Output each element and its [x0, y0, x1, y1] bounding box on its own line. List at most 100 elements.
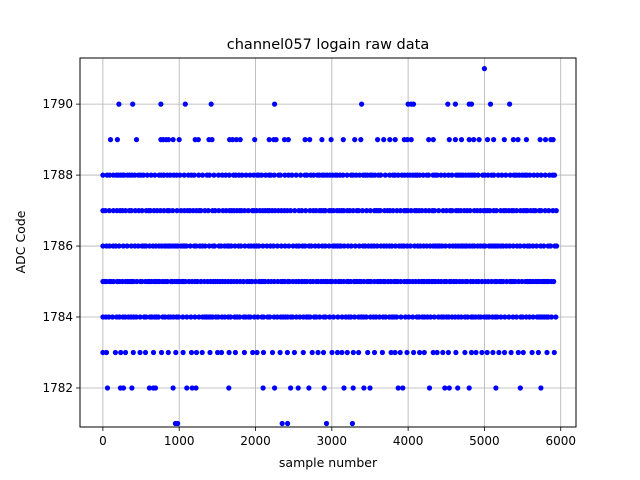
chart-title: channel057 logain raw data — [227, 37, 429, 53]
data-point — [155, 314, 162, 320]
data-point — [272, 101, 278, 107]
data-point — [239, 172, 245, 178]
data-point — [372, 172, 378, 178]
data-point — [322, 243, 328, 249]
data-point — [482, 243, 488, 249]
data-point — [137, 349, 143, 356]
data-point — [103, 349, 110, 356]
plot-frame — [79, 57, 577, 428]
data-point — [400, 385, 406, 391]
data-point — [232, 243, 238, 249]
data-point — [344, 172, 350, 178]
data-point — [493, 385, 499, 391]
data-point — [404, 137, 410, 143]
y-tick-label: 1782 — [42, 381, 73, 395]
grid-layer — [80, 58, 576, 427]
tick-layer: 0 1000 2000 3000 4000 5000 6000 1782 1784 1786 178… — [42, 97, 576, 448]
data-point — [152, 385, 159, 391]
data-point — [529, 349, 535, 356]
data-point — [496, 349, 502, 356]
data-point — [215, 172, 222, 178]
data-point — [542, 208, 548, 214]
data-point — [334, 349, 341, 356]
data-point — [142, 349, 149, 356]
data-point — [144, 172, 150, 178]
data-point — [273, 137, 279, 143]
data-point — [434, 172, 440, 178]
data-point — [419, 208, 425, 214]
data-point — [278, 243, 284, 249]
data-point — [408, 137, 414, 143]
data-point — [174, 208, 180, 214]
data-point — [285, 137, 291, 143]
data-point — [553, 314, 559, 320]
data-point — [517, 243, 523, 249]
data-point — [507, 172, 513, 178]
data-point — [216, 208, 222, 214]
data-point — [134, 278, 140, 285]
data-point — [428, 314, 434, 320]
data-point — [303, 208, 309, 214]
data-point — [114, 137, 120, 143]
x-axis-label: sample number — [279, 455, 378, 470]
data-point — [192, 314, 198, 320]
data-point — [389, 243, 395, 249]
data-point — [467, 208, 473, 214]
data-point — [551, 172, 558, 178]
data-point — [398, 278, 404, 285]
data-point — [533, 243, 540, 249]
data-point — [379, 349, 385, 356]
data-point — [465, 314, 471, 320]
data-point — [426, 172, 432, 178]
data-point — [307, 137, 313, 143]
data-point — [232, 349, 238, 356]
data-point — [243, 172, 249, 178]
data-point — [431, 208, 438, 214]
data-point — [532, 208, 539, 214]
data-point — [538, 208, 544, 214]
data-point — [440, 349, 446, 356]
data-point — [531, 172, 537, 178]
data-point — [426, 385, 433, 391]
data-point — [491, 172, 497, 178]
data-point — [484, 349, 490, 356]
y-tick-label: 1784 — [42, 310, 73, 324]
data-point — [293, 172, 299, 178]
data-point — [320, 349, 327, 356]
data-point — [550, 137, 556, 143]
data-point — [375, 137, 381, 143]
data-point — [200, 172, 206, 178]
data-point — [510, 137, 516, 143]
data-point — [420, 172, 426, 178]
data-point — [449, 208, 455, 214]
data-point — [329, 349, 335, 356]
data-point — [128, 243, 134, 249]
data-point — [351, 314, 358, 320]
data-point — [182, 101, 188, 107]
data-point — [215, 314, 221, 320]
data-point — [487, 101, 494, 107]
data-point — [158, 101, 164, 107]
data-point — [176, 137, 182, 143]
data-point — [510, 243, 516, 249]
data-point — [140, 172, 146, 178]
data-point — [148, 172, 154, 178]
data-point — [397, 349, 403, 356]
y-tick-label: 1790 — [42, 97, 73, 111]
data-point — [485, 172, 491, 178]
data-point — [515, 349, 521, 356]
data-point — [133, 314, 139, 320]
data-point — [501, 349, 508, 356]
data-point — [205, 208, 211, 214]
data-point — [434, 349, 440, 356]
data-point — [150, 349, 157, 356]
data-point — [120, 243, 126, 249]
data-point — [499, 172, 505, 178]
data-point — [202, 243, 208, 249]
data-point — [261, 314, 267, 320]
data-point — [116, 101, 122, 107]
data-point — [339, 314, 345, 320]
data-point — [541, 243, 547, 249]
